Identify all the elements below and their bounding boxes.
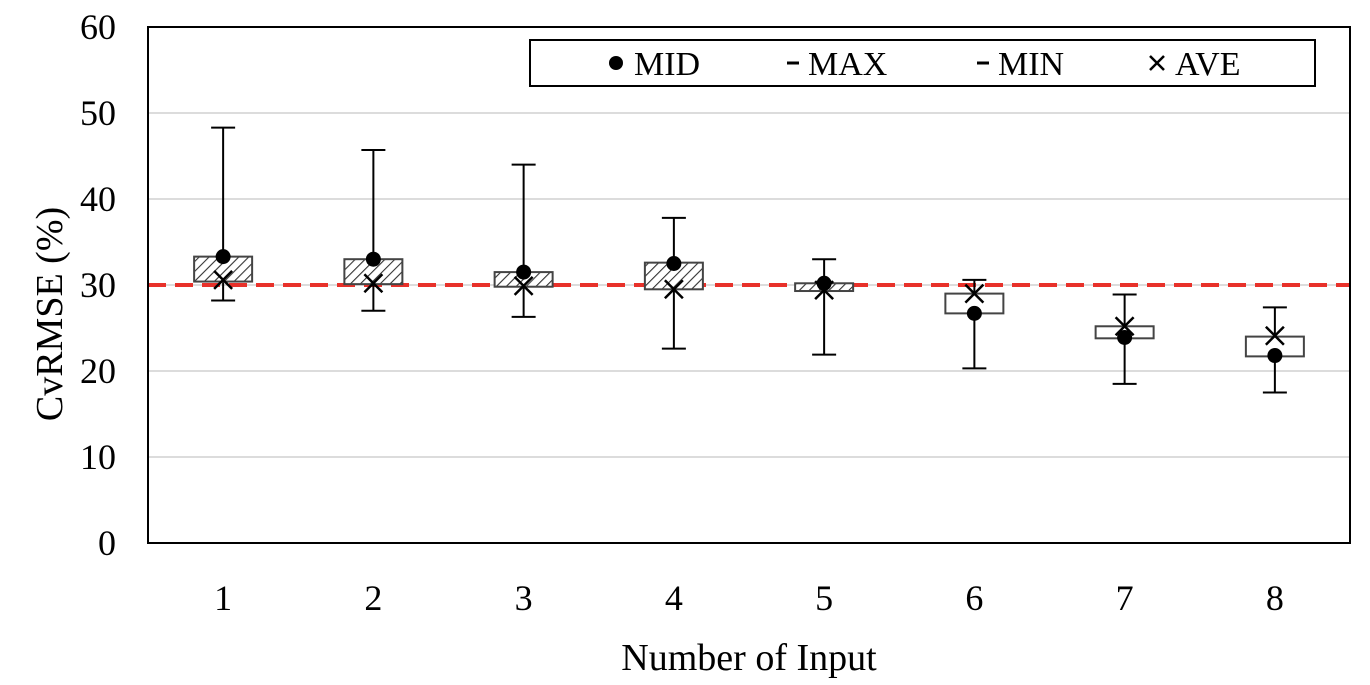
legend: MID MAX MIN AVE: [529, 39, 1316, 87]
x-tick-label: 6: [965, 578, 983, 618]
axes: 0 10 20 30 40 50 60 1 2 3 4 5 6 7 8: [80, 7, 1351, 618]
box-group: [193, 126, 254, 302]
ave-marker: [1114, 316, 1135, 337]
x-tick-label: 2: [364, 578, 382, 618]
ave-marker: [1264, 325, 1285, 346]
x-tick-label: 4: [665, 578, 683, 618]
x-tick-label: 5: [815, 578, 833, 618]
mid-marker: [1117, 329, 1133, 345]
legend-marker-mid: [609, 56, 623, 70]
mid-marker: [666, 256, 682, 271]
y-tick-label: 50: [80, 93, 116, 133]
y-axis-label: CvRMSE (%): [29, 207, 71, 421]
box-group: [1094, 293, 1155, 385]
x-tick-label: 3: [515, 578, 533, 618]
ave-marker: [363, 273, 384, 294]
mid-marker: [215, 249, 231, 265]
y-tick-label: 60: [80, 7, 116, 47]
y-tick-label: 40: [80, 179, 116, 219]
mid-marker: [365, 251, 381, 267]
box-layer: [193, 126, 1305, 394]
legend-label-min: MIN: [998, 46, 1064, 83]
ave-marker: [213, 269, 234, 290]
box-group: [643, 216, 704, 350]
legend-label-max: MAX: [808, 46, 887, 83]
y-tick-label: 30: [80, 265, 116, 305]
mid-marker: [1267, 348, 1283, 364]
x-tick-label: 7: [1116, 578, 1134, 618]
plot-frame: [147, 26, 1351, 544]
x-axis-label: Number of Input: [621, 637, 877, 679]
mid-marker: [966, 305, 982, 321]
ave-marker: [663, 279, 684, 300]
x-tick-label: 8: [1266, 578, 1284, 618]
box-group: [944, 278, 1005, 370]
ave-marker: [513, 275, 534, 296]
y-tick-label: 20: [80, 351, 116, 391]
legend-label-ave: AVE: [1175, 46, 1241, 83]
legend-box: [529, 39, 1316, 87]
mid-marker: [816, 275, 832, 291]
box-group: [343, 148, 404, 312]
gridlines: [148, 26, 1350, 458]
mid-marker: [516, 264, 532, 280]
ave-marker: [964, 283, 985, 304]
box-group: [493, 163, 554, 318]
y-tick-label: 10: [80, 437, 116, 477]
x-tick-label: 1: [214, 578, 232, 618]
box-group: [794, 258, 855, 356]
legend-marker-ave: [1149, 55, 1165, 71]
box-group: [1244, 306, 1305, 394]
y-tick-label: 0: [98, 523, 116, 563]
legend-label-mid: MID: [634, 46, 700, 83]
